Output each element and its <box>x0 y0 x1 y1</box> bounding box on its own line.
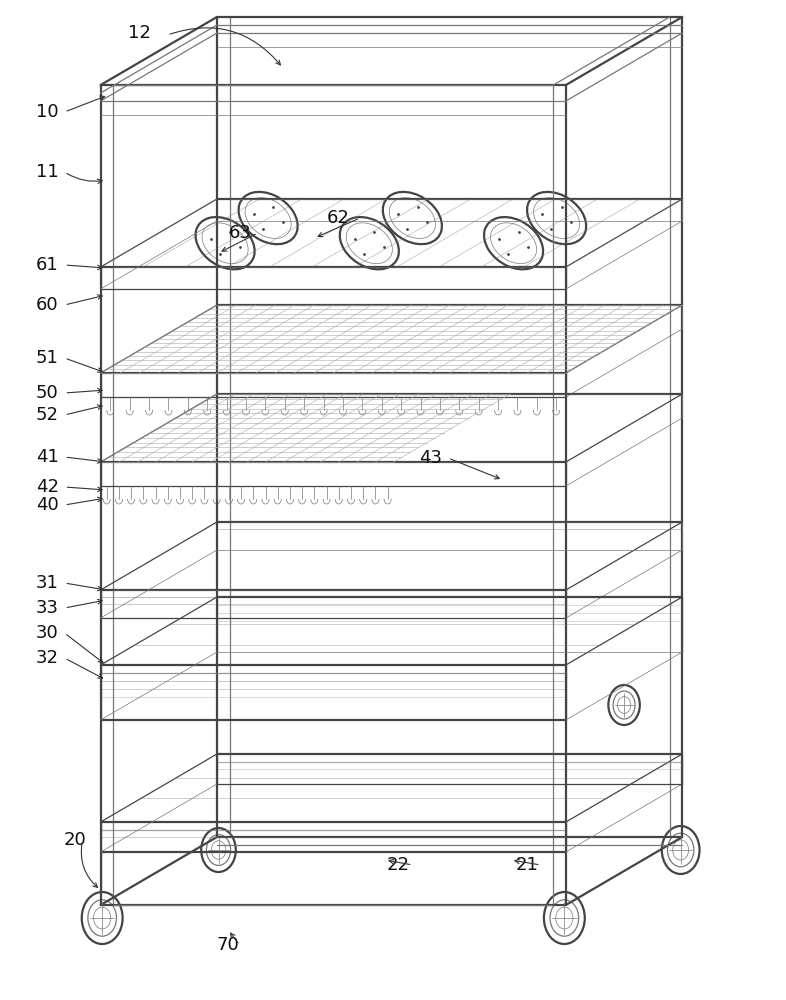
Text: 33: 33 <box>35 599 59 617</box>
Text: 12: 12 <box>128 24 152 42</box>
Text: 41: 41 <box>35 448 59 466</box>
Text: 20: 20 <box>64 831 86 849</box>
Text: 31: 31 <box>35 574 59 592</box>
Text: 63: 63 <box>228 224 252 242</box>
Text: 40: 40 <box>36 496 58 514</box>
Text: 60: 60 <box>36 296 58 314</box>
Text: 10: 10 <box>36 103 58 121</box>
Text: 70: 70 <box>217 936 239 954</box>
Text: 22: 22 <box>387 856 410 874</box>
Text: 52: 52 <box>35 406 59 424</box>
Text: 50: 50 <box>36 384 58 402</box>
Text: 30: 30 <box>36 624 58 642</box>
Text: 43: 43 <box>419 449 443 467</box>
Text: 51: 51 <box>35 349 59 367</box>
Text: 42: 42 <box>35 478 59 496</box>
Text: 32: 32 <box>35 649 59 667</box>
Text: 21: 21 <box>515 856 538 874</box>
Text: 61: 61 <box>36 256 58 274</box>
Text: 62: 62 <box>326 209 350 227</box>
Text: 11: 11 <box>36 163 58 181</box>
